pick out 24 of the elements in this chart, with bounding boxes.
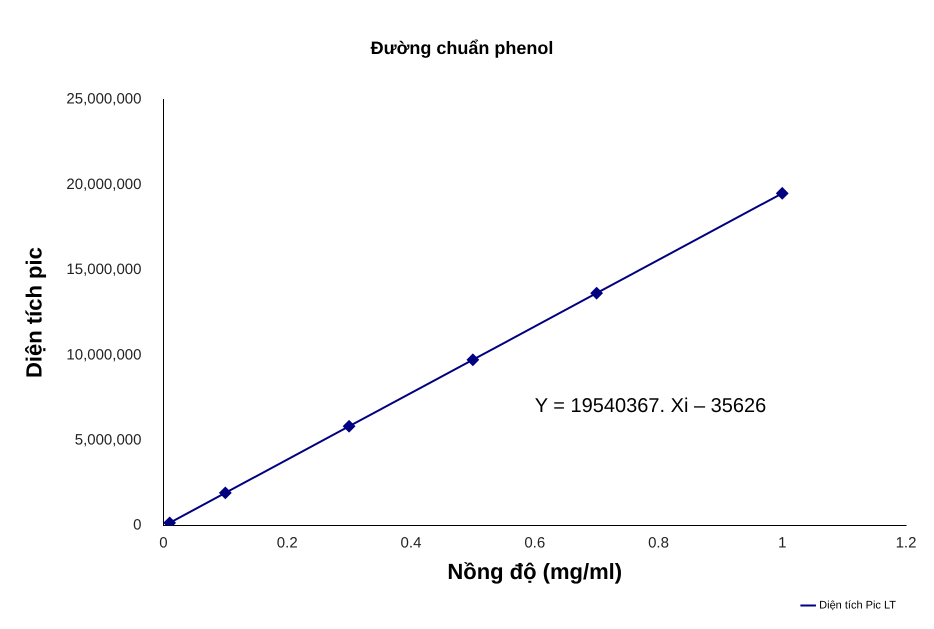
point: [466, 354, 479, 366]
annotation: Y = 19540367. Xi – 35626: [534, 394, 766, 417]
x-tick-label: 1.2: [896, 534, 916, 552]
point: [219, 486, 232, 499]
y-tick-label: 5,000,000: [74, 432, 142, 449]
y-tick-label: 0: [133, 516, 142, 534]
x-axis-title: Nồng độ (mg/ml): [447, 558, 622, 584]
y-axis-title: Diện tích pic: [21, 247, 46, 378]
y-tick-label: 15,000,000: [66, 261, 142, 278]
chart-title: Đường chuẩn phenol: [370, 38, 554, 58]
point: [590, 287, 603, 300]
y-tick-label: 20,000,000: [66, 176, 142, 193]
legend-label: Diện tích Pic LT: [819, 600, 896, 612]
x-tick-label: 0.4: [400, 534, 422, 552]
point: [776, 187, 788, 200]
y-tick-label: 25,000,000: [66, 90, 142, 108]
y-tick-label: 10,000,000: [66, 346, 142, 364]
point: [164, 516, 176, 526]
x-tick-label: 1: [778, 534, 786, 552]
x-tick-label: 0.8: [648, 534, 669, 552]
x-tick-label: 0: [159, 534, 168, 552]
x-tick-label: 0.2: [276, 534, 298, 552]
x-tick-label: 0.6: [524, 534, 546, 552]
point: [343, 420, 356, 432]
